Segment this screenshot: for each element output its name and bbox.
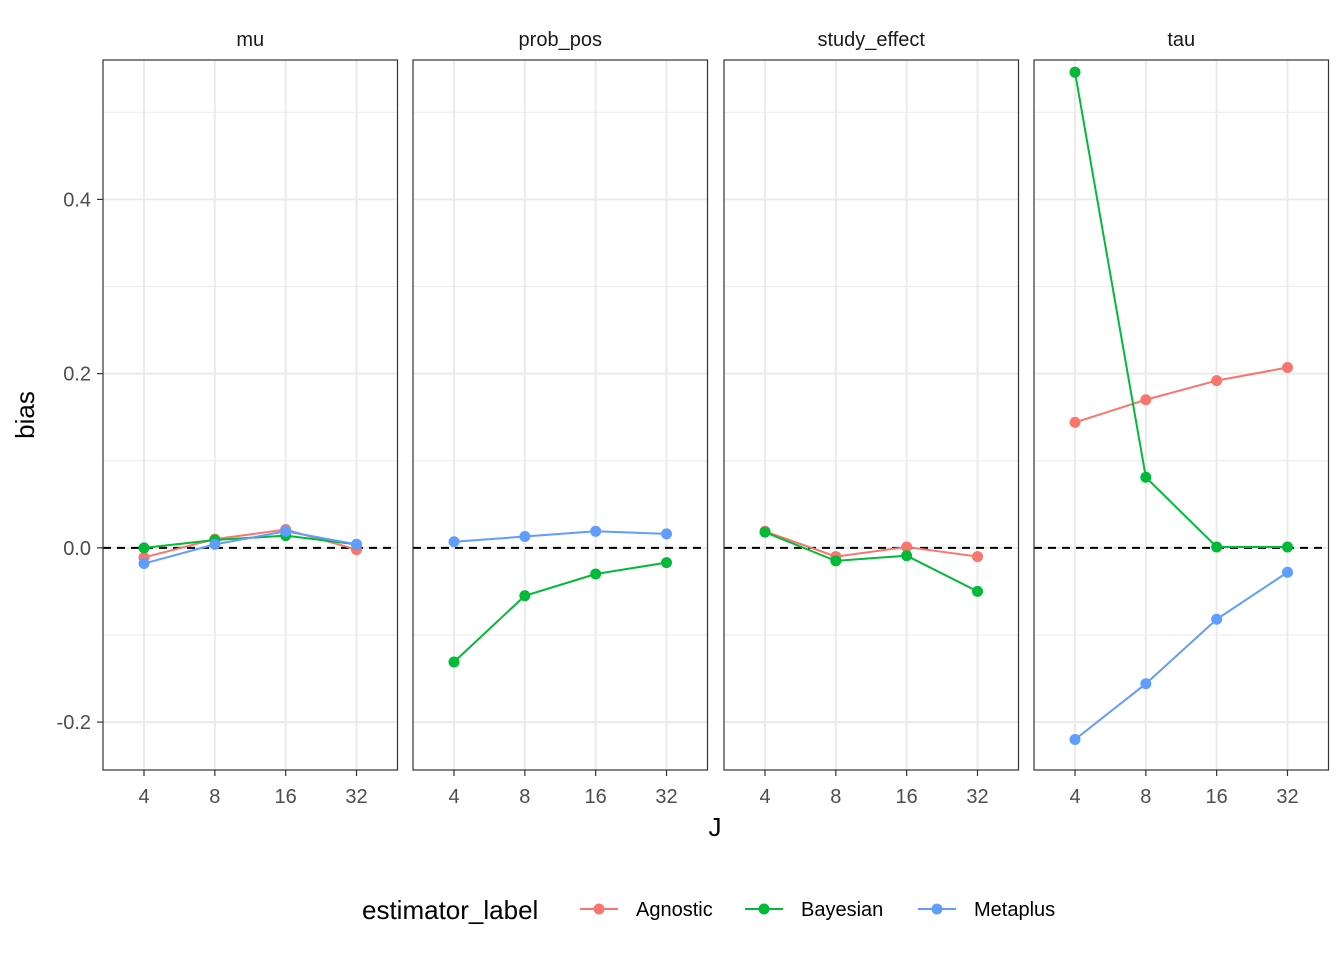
panel-border — [412, 59, 709, 771]
y-tick-label: 0.2 — [63, 364, 91, 386]
data-point-prob-pos-bayesian-4 — [448, 656, 460, 668]
data-point-mu-bayesian-4 — [138, 542, 150, 554]
data-point-mu-metaplus-8 — [209, 538, 221, 550]
series-line-mu-metaplus — [143, 530, 357, 565]
data-point-prob-pos-bayesian-32 — [661, 557, 672, 569]
facet-label-prob-pos: prob_pos — [519, 29, 602, 51]
x-tick-label: 16 — [275, 786, 297, 808]
legend-keys: Agnostic Bayesian Metaplus — [580, 899, 1055, 921]
x-tick-label: 8 — [519, 786, 530, 808]
y-axis-title: bias — [10, 391, 40, 439]
data-point-study-effect-bayesian-16 — [901, 550, 913, 562]
series-line-tau-bayesian — [1074, 72, 1288, 548]
x-tick-label: 16 — [585, 786, 607, 808]
x-tick-label: 32 — [345, 786, 367, 808]
data-point-study-effect-bayesian-32 — [972, 585, 983, 597]
panel-border — [723, 59, 1020, 771]
data-point-tau-metaplus-8 — [1140, 678, 1152, 690]
data-point-tau-bayesian-4 — [1069, 66, 1081, 78]
x-tick-label: 8 — [830, 786, 841, 808]
legend-key-point — [931, 903, 943, 915]
legend-label-metaplus: Metaplus — [974, 899, 1055, 921]
data-point-prob-pos-metaplus-4 — [448, 536, 460, 548]
panel-prob-pos: prob_pos 4 8 16 32 — [412, 29, 709, 808]
x-tick-label: 8 — [1140, 786, 1151, 808]
data-point-tau-bayesian-8 — [1140, 471, 1152, 483]
legend-key-point — [758, 903, 770, 915]
data-point-prob-pos-bayesian-8 — [519, 590, 531, 602]
y-axis: -0.2 0.0 0.2 0.4 — [57, 189, 103, 734]
facet-label-tau: tau — [1167, 29, 1195, 51]
data-point-study-effect-agnostic-32 — [972, 551, 983, 563]
x-tick-label: 16 — [896, 786, 918, 808]
data-point-tau-agnostic-32 — [1282, 362, 1293, 374]
series-line-tau-agnostic — [1074, 366, 1288, 424]
series-line-study-effect-bayesian — [764, 531, 978, 593]
x-tick-label: 4 — [759, 786, 770, 808]
data-point-tau-metaplus-32 — [1282, 566, 1293, 578]
data-point-prob-pos-metaplus-32 — [661, 528, 672, 540]
panel-study-effect: study_effect 4 8 16 32 — [723, 29, 1020, 808]
data-point-tau-bayesian-32 — [1282, 541, 1293, 553]
legend-item-metaplus: Metaplus — [918, 899, 1055, 921]
x-tick-label: 8 — [209, 786, 220, 808]
legend: estimator_label Agnostic Bayesian Metaplus — [362, 895, 1055, 925]
data-point-mu-metaplus-4 — [138, 558, 150, 570]
data-point-tau-agnostic-16 — [1211, 375, 1223, 387]
data-point-tau-metaplus-16 — [1211, 613, 1223, 625]
x-tick-label: 32 — [655, 786, 677, 808]
series-line-prob-pos-metaplus — [453, 530, 667, 543]
x-axis-title: J — [709, 812, 722, 842]
legend-label-agnostic: Agnostic — [636, 899, 713, 921]
data-point-prob-pos-metaplus-16 — [590, 525, 602, 537]
y-tick-label: 0.4 — [63, 189, 91, 211]
panel-border — [1033, 59, 1330, 771]
data-point-mu-metaplus-32 — [351, 538, 362, 550]
y-tick-label: -0.2 — [57, 712, 91, 734]
x-tick-label: 4 — [448, 786, 459, 808]
x-tick-label: 4 — [1069, 786, 1080, 808]
panel-border — [102, 59, 399, 771]
legend-key-point — [593, 903, 605, 915]
data-point-study-effect-bayesian-8 — [830, 555, 842, 567]
panel-mu: mu 4 8 16 32 — [102, 29, 399, 808]
data-point-study-effect-agnostic-16 — [901, 541, 913, 553]
legend-label-bayesian: Bayesian — [801, 899, 883, 921]
legend-item-bayesian: Bayesian — [745, 899, 883, 921]
facet-label-study-effect: study_effect — [818, 29, 926, 51]
data-point-study-effect-bayesian-4 — [759, 526, 771, 538]
series-line-prob-pos-bayesian — [453, 561, 667, 663]
data-point-tau-agnostic-4 — [1069, 416, 1081, 428]
x-tick-label: 32 — [1276, 786, 1298, 808]
x-tick-label: 4 — [138, 786, 149, 808]
data-point-tau-bayesian-16 — [1211, 541, 1223, 553]
legend-item-agnostic: Agnostic — [580, 899, 713, 921]
legend-title: estimator_label — [362, 895, 538, 925]
y-tick-label: 0.0 — [63, 538, 91, 560]
data-point-tau-agnostic-8 — [1140, 394, 1152, 406]
panel-tau: tau 4 8 16 32 — [1033, 29, 1330, 808]
series-line-study-effect-agnostic — [764, 530, 978, 558]
data-point-prob-pos-bayesian-16 — [590, 568, 602, 580]
facet-panels: mu 4 8 16 32 prob_pos 4 8 16 32 study_effect 4 8 16 32… — [102, 29, 1330, 808]
x-tick-label: 16 — [1206, 786, 1228, 808]
data-point-tau-metaplus-4 — [1069, 734, 1081, 746]
data-point-prob-pos-metaplus-8 — [519, 531, 531, 543]
series-line-tau-metaplus — [1074, 571, 1289, 741]
x-tick-label: 32 — [966, 786, 988, 808]
data-point-mu-metaplus-16 — [280, 525, 292, 537]
facet-label-mu: mu — [236, 29, 264, 51]
